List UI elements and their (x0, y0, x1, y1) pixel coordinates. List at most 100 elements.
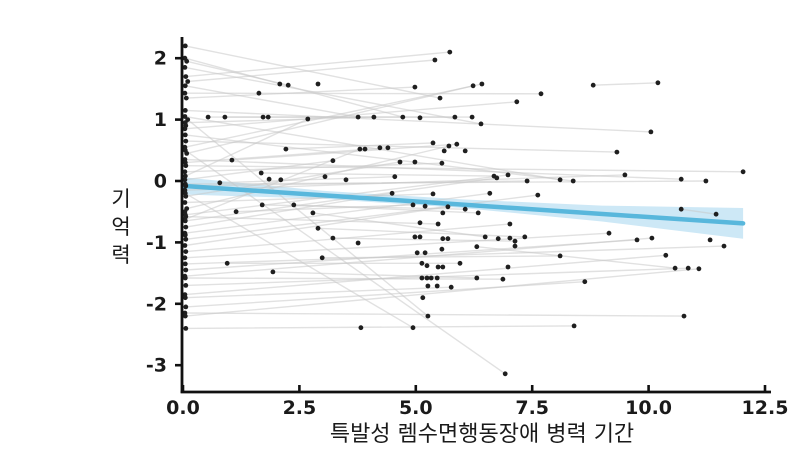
pair-line (184, 245, 725, 265)
data-point (507, 235, 513, 241)
data-point (475, 210, 481, 216)
pair-line (185, 325, 575, 330)
data-point (400, 114, 406, 120)
data-point (182, 232, 188, 238)
data-point (183, 326, 189, 331)
pair-line (317, 227, 526, 238)
data-point (397, 159, 403, 165)
data-point (445, 236, 451, 242)
data-point (634, 237, 640, 243)
data-point (469, 114, 475, 120)
pair-line (184, 192, 491, 234)
data-point (258, 170, 264, 176)
data-point (266, 176, 272, 182)
data-point (512, 243, 518, 249)
data-point (474, 275, 480, 281)
y-axis-label-char-3: 력 (111, 243, 130, 267)
data-point (447, 49, 453, 55)
data-point (315, 81, 321, 87)
data-point (435, 264, 441, 270)
data-point (183, 193, 189, 199)
data-point (474, 244, 480, 250)
data-point (422, 250, 428, 256)
data-point (183, 183, 189, 189)
axes-layer (175, 37, 771, 394)
x-tick-label: 10.0 (625, 397, 672, 419)
data-point (183, 249, 189, 255)
pair-line (186, 59, 436, 83)
pair-line (185, 86, 416, 99)
data-point (494, 175, 500, 181)
data-point (357, 146, 363, 152)
data-point (355, 114, 361, 120)
data-point (435, 221, 441, 227)
pair-line (680, 208, 717, 215)
data-point (425, 313, 431, 319)
data-point (428, 275, 434, 281)
data-point (182, 243, 188, 248)
data-point (371, 114, 377, 120)
data-point (740, 169, 746, 175)
data-point (417, 220, 423, 226)
data-point (414, 250, 420, 256)
data-point (663, 252, 669, 258)
data-point (434, 283, 440, 289)
pair-line (184, 254, 667, 296)
pair-line (184, 92, 542, 95)
pair-line (184, 85, 359, 118)
data-point (422, 203, 428, 209)
y-tick-label: 1 (154, 109, 167, 131)
data-point (412, 159, 418, 165)
pair-line (184, 66, 482, 125)
pair-line (185, 180, 528, 187)
tick-labels-layer: 0.0 2.5 5.0 7.5 10.0 12.5 2 1 0 -1 -2 -3 (146, 48, 789, 419)
data-point (222, 114, 228, 120)
data-point (285, 82, 291, 88)
data-point (319, 255, 325, 261)
data-point (183, 138, 189, 144)
data-point (182, 114, 188, 119)
data-point (412, 234, 418, 240)
data-point (362, 146, 368, 152)
data-point (507, 221, 513, 227)
data-point (260, 114, 266, 120)
pair-line (231, 143, 458, 161)
data-point (512, 238, 518, 244)
data-point (183, 236, 189, 242)
data-point (291, 202, 297, 208)
data-point (557, 253, 563, 259)
data-point (265, 114, 271, 120)
x-tick-label: 12.5 (742, 397, 789, 419)
data-point (622, 172, 628, 178)
pair-line (184, 268, 700, 317)
data-point (277, 81, 283, 87)
data-point (229, 157, 235, 163)
data-point (582, 279, 588, 285)
x-tick-label: 5.0 (399, 397, 433, 419)
data-point (425, 283, 431, 289)
data-point (505, 172, 511, 178)
data-point (538, 91, 544, 97)
y-tick-label: -2 (146, 293, 167, 315)
data-point (182, 218, 188, 224)
data-point (330, 158, 336, 164)
y-axis-label: 기 억 력 (111, 187, 130, 267)
data-point (182, 83, 188, 89)
data-point (343, 177, 349, 183)
data-point (535, 192, 541, 198)
data-point (183, 74, 189, 79)
data-point (182, 126, 188, 132)
data-point (606, 230, 612, 236)
data-point (457, 260, 463, 266)
data-point (259, 202, 265, 208)
data-point (377, 145, 383, 151)
data-point (452, 114, 458, 120)
data-point (500, 276, 506, 282)
data-point (305, 116, 311, 122)
pair-line (293, 204, 479, 214)
data-point (310, 210, 316, 216)
data-point (721, 243, 727, 249)
x-tick-label: 0.0 (166, 397, 200, 419)
data-point (434, 275, 440, 281)
